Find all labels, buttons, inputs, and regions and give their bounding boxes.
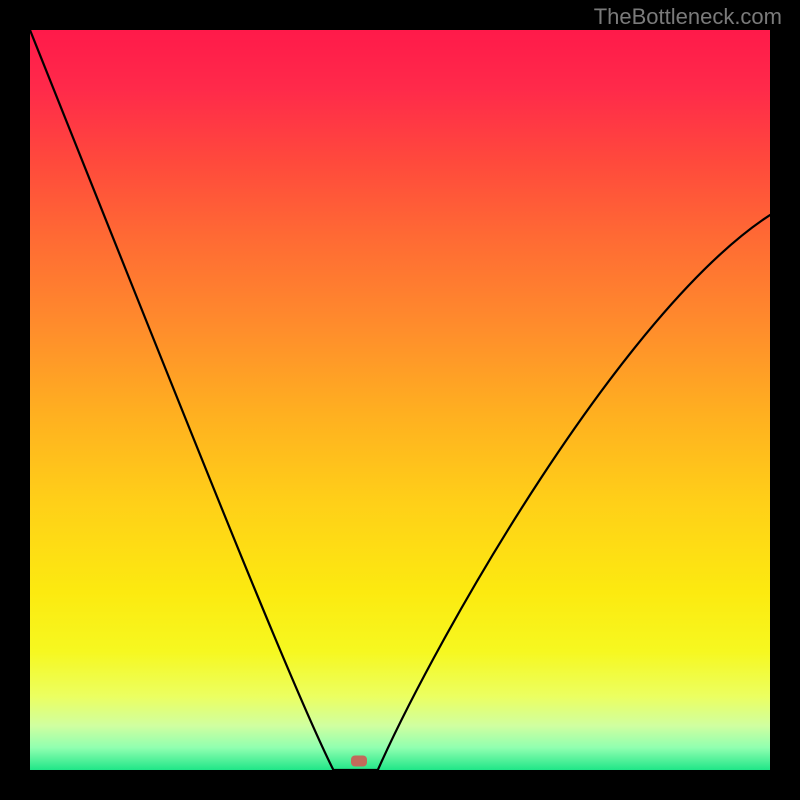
plot-area	[30, 30, 770, 770]
chart-container: TheBottleneck.com	[0, 0, 800, 800]
watermark-text: TheBottleneck.com	[594, 4, 782, 30]
optimum-marker	[351, 756, 367, 767]
chart-curve	[30, 30, 770, 770]
